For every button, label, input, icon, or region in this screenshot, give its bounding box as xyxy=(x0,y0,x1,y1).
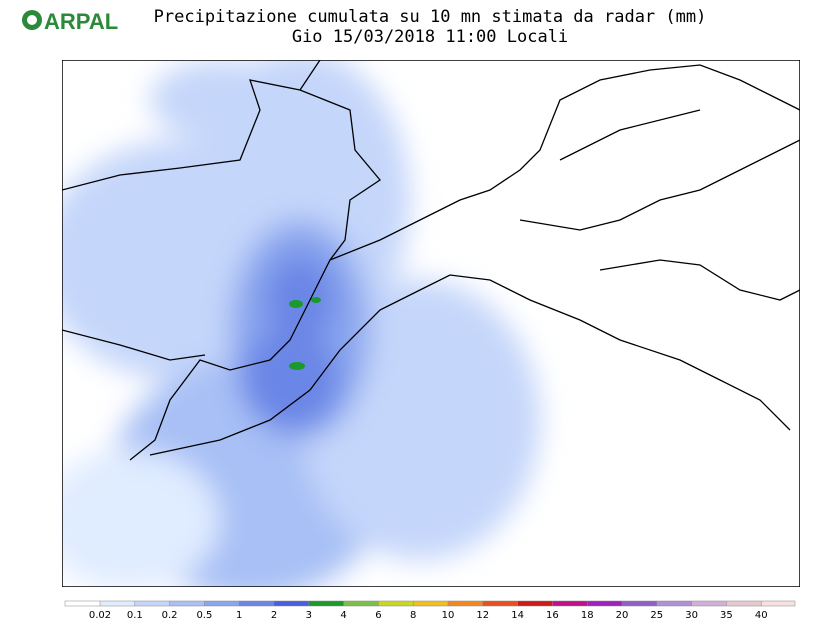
legend-label: 30 xyxy=(685,610,698,621)
legend-swatch xyxy=(308,601,344,606)
legend-swatch xyxy=(482,601,518,606)
legend-swatch xyxy=(65,601,100,606)
legend-label: 35 xyxy=(720,610,733,621)
legend-swatch xyxy=(274,601,309,606)
legend-label: 0.2 xyxy=(162,610,178,621)
legend-label: 16 xyxy=(546,610,559,621)
legend-swatch xyxy=(343,601,379,606)
legend-label: 20 xyxy=(616,610,629,621)
legend-label: 10 xyxy=(442,610,455,621)
legend-swatch xyxy=(656,601,692,606)
legend-swatch xyxy=(134,601,170,606)
legend-swatch xyxy=(761,601,795,606)
legend-swatch xyxy=(587,601,622,606)
legend-swatch xyxy=(517,601,553,606)
radar-map xyxy=(62,60,800,587)
legend-label: 25 xyxy=(650,610,663,621)
map-subtitle: Gio 15/03/2018 11:00 Locali xyxy=(292,27,568,47)
legend-swatch xyxy=(239,601,274,606)
legend-frame xyxy=(64,600,796,607)
legend-swatch xyxy=(169,601,205,606)
legend-label: 3 xyxy=(306,610,312,621)
legend-swatch xyxy=(622,601,657,606)
legend-swatch xyxy=(691,601,727,606)
legend-label: 0.1 xyxy=(127,610,143,621)
legend-swatch xyxy=(204,601,240,606)
logo: ARPAL xyxy=(22,9,118,34)
legend-label: 12 xyxy=(476,610,489,621)
legend-label: 2 xyxy=(271,610,277,621)
legend-label: 18 xyxy=(581,610,594,621)
legend-label: 0.02 xyxy=(89,610,111,621)
legend-swatch xyxy=(100,601,135,606)
legend-label: 1 xyxy=(236,610,242,621)
legend-label: 40 xyxy=(755,610,768,621)
legend-label: 4 xyxy=(340,610,346,621)
legend-swatch xyxy=(378,601,414,606)
logo-text: ARPAL xyxy=(44,9,118,34)
legend-swatch xyxy=(552,601,588,606)
legend-label: 6 xyxy=(375,610,381,621)
color-legend: 0.02 0.1 0.2 0.5 1 2 3 4 6 8 10 12 14 16 18 20 25 30 35 40 xyxy=(64,600,796,621)
legend-swatch xyxy=(413,601,448,606)
legend-label: 14 xyxy=(511,610,524,621)
legend-swatch xyxy=(726,601,762,606)
map-title: Precipitazione cumulata su 10 mn stimata… xyxy=(154,7,707,27)
legend-label: 0.5 xyxy=(196,610,212,621)
legend-label: 8 xyxy=(410,610,416,621)
legend-swatch xyxy=(448,601,483,606)
precipitation xyxy=(62,60,540,587)
